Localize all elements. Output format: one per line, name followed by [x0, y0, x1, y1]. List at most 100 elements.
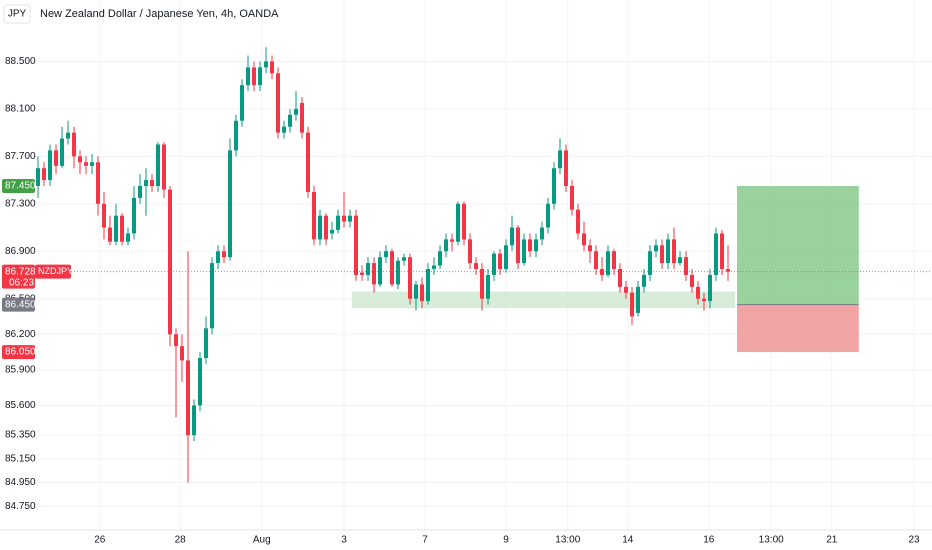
x-tick-label: 9 [503, 535, 509, 546]
candle-body [174, 334, 178, 347]
y-tick-label: 84.750 [5, 501, 36, 512]
candle-body [132, 197, 136, 234]
candle-body [156, 144, 160, 186]
candle-body [672, 239, 676, 264]
candle-body [162, 144, 166, 190]
candle-body [720, 233, 724, 270]
candle-body [564, 150, 568, 186]
candle-body [456, 203, 460, 242]
candle-body [708, 274, 712, 302]
candle-body [450, 239, 454, 242]
candle-body [432, 265, 436, 270]
candle-body [576, 209, 580, 234]
candle-body [312, 191, 316, 240]
candle-body [396, 260, 400, 285]
candle-body [666, 239, 670, 264]
candle-body [642, 274, 646, 287]
symbol-tag: NZDJPY [38, 266, 73, 276]
candle-body [342, 215, 346, 222]
price-label: 86.450 [5, 299, 36, 310]
candle-body [354, 215, 358, 275]
candle-body [270, 61, 274, 74]
candle-body [510, 227, 514, 246]
candle-body [138, 185, 142, 198]
candle-body [216, 251, 220, 264]
candle-body [210, 263, 214, 329]
y-tick-label: 87.700 [5, 151, 36, 162]
candle-body [438, 251, 442, 266]
candle-body [126, 233, 130, 242]
candle-body [336, 215, 340, 230]
candle-body [648, 251, 652, 275]
candle-body [678, 257, 682, 264]
symbol-box[interactable] [3, 4, 31, 24]
candle-body [660, 245, 664, 264]
y-tick-label: 86.900 [5, 246, 36, 257]
candle-body [348, 215, 352, 222]
candle-body [462, 203, 466, 240]
candle-body [702, 298, 706, 302]
candle-body [258, 67, 262, 86]
candle-body [96, 162, 100, 204]
y-tick-label: 85.600 [5, 400, 36, 411]
candle-body [696, 286, 700, 299]
candle-body [234, 120, 238, 151]
candle-body [402, 257, 406, 261]
y-tick-label: 87.300 [5, 198, 36, 209]
price-label: 86.050 [5, 347, 36, 358]
candle-body [108, 227, 112, 242]
candle-body [288, 114, 292, 127]
candle-body [390, 251, 394, 285]
candle-body [552, 168, 556, 204]
candle-body [222, 251, 226, 258]
candle-body [504, 245, 508, 270]
x-tick-label: 13:00 [759, 535, 784, 546]
candle-body [240, 85, 244, 121]
candle-body [408, 257, 412, 299]
candle-body [252, 67, 256, 86]
x-tick-label: 13:00 [555, 535, 580, 546]
candle-body [630, 292, 634, 317]
candle-body [186, 360, 190, 436]
candle-body [204, 328, 208, 358]
y-tick-label: 86.200 [5, 329, 36, 340]
symbol[interactable]: JPY [8, 9, 27, 20]
candle-body [444, 239, 448, 252]
candle-body [636, 286, 640, 313]
x-tick-label: 7 [422, 535, 428, 546]
chart-title: New Zealand Dollar / Japanese Yen, 4h, O… [40, 8, 279, 20]
candle-body [72, 132, 76, 157]
candle-body [378, 257, 382, 285]
price-label-box [2, 178, 35, 193]
candle-body [372, 263, 376, 285]
candle-body [66, 132, 70, 139]
candle-body [276, 73, 280, 133]
candle-body [84, 162, 88, 166]
candle-body [294, 108, 298, 115]
candle-body [366, 263, 370, 275]
candle-body [324, 215, 328, 240]
candle-body [594, 251, 598, 270]
loss-zone [737, 304, 859, 353]
x-tick-label: 21 [826, 535, 838, 546]
candle-body [624, 286, 628, 293]
y-tick-label: 88.100 [5, 104, 36, 115]
candle-body [300, 102, 304, 133]
candle-body [228, 150, 232, 258]
candle-body [420, 284, 424, 302]
candle-body [36, 168, 40, 186]
candle-body [618, 269, 622, 287]
current-price-label: 86.728 [5, 266, 36, 277]
candle-body [180, 346, 184, 361]
candle-body [384, 251, 388, 258]
candle-body [120, 215, 124, 242]
candle-body [522, 239, 526, 264]
x-tick-label: 23 [908, 535, 920, 546]
candle-body [168, 189, 172, 335]
candle-body [486, 274, 490, 299]
candle-body [528, 239, 532, 252]
candle-body [264, 61, 268, 68]
candle-body [60, 138, 64, 166]
profit-zone [737, 185, 859, 305]
candle-body [558, 150, 562, 169]
